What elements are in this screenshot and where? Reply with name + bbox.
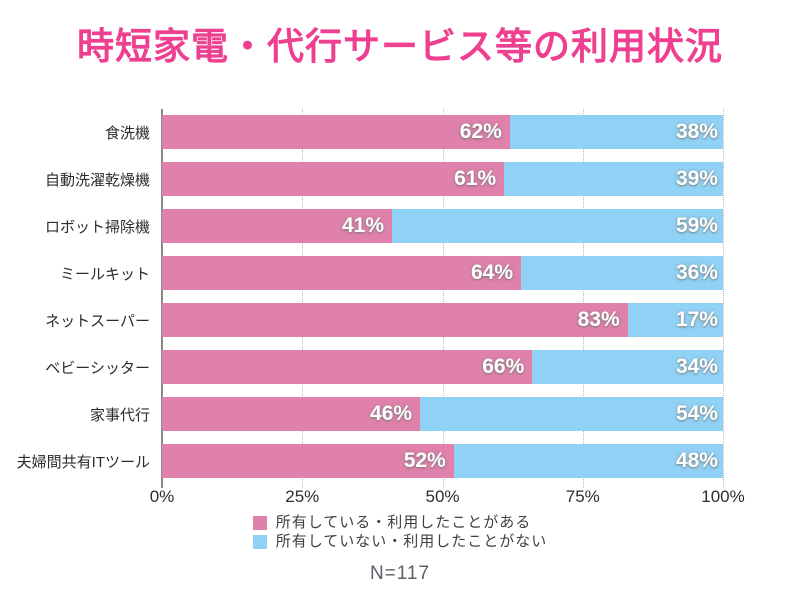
chart-row: 家事代行 46% 54% [0, 397, 800, 431]
owned-bar-segment: 52% [162, 444, 454, 478]
legend-item-owned: 所有している・利用したことがある [252, 514, 548, 532]
sample-size-note: N=117 [369, 563, 431, 584]
category-label: 家事代行 [89, 406, 150, 424]
category-label: 自動洗濯乾燥機 [44, 171, 150, 189]
owned-bar-segment: 41% [162, 209, 392, 243]
chart-row: ネットスーパー 83% 17% [0, 303, 800, 337]
x-tick-label: 75% [565, 487, 600, 506]
owned-bar-segment: 46% [162, 397, 421, 431]
x-axis-ticks: 0% 25% 50% 75% 100% [150, 487, 745, 509]
not-owned-bar-segment: 59% [392, 209, 723, 243]
category-label: 食洗機 [104, 124, 150, 142]
chart-row: 食洗機 62% 38% [0, 115, 800, 149]
bar-track: 62% 38% [162, 115, 723, 149]
not-owned-bar-segment: 34% [532, 350, 723, 384]
chart-row: ロボット掃除機 41% 59% [0, 209, 800, 243]
legend-label-owned: 所有している・利用したことがある [275, 514, 532, 531]
chart-row: 夫婦間共有ITツール 52% 48% [0, 444, 800, 478]
bar-track: 41% 59% [162, 209, 723, 243]
not-owned-bar-segment: 17% [627, 303, 723, 337]
not-owned-bar-segment: 39% [504, 162, 723, 196]
stacked-bar-chart: 食洗機 62% 38% 自動洗濯乾燥機 61% 39% ロボット掃除機 41% 59% ミールキッ… [0, 109, 800, 488]
owned-bar-segment: 62% [162, 115, 510, 149]
chart-row: ベビーシッター 66% 34% [0, 350, 800, 384]
x-tick-label: 100% [701, 487, 745, 506]
category-label: ベビーシッター [45, 359, 150, 377]
owned-bar-segment: 61% [162, 162, 505, 196]
bar-track: 46% 54% [162, 397, 723, 431]
owned-bar-segment: 83% [162, 303, 628, 337]
legend-swatch-owned [252, 516, 267, 530]
category-label: ロボット掃除機 [44, 218, 150, 236]
chart-title: 時短家電・代行サービス等の利用状況 [77, 26, 723, 67]
not-owned-bar-segment: 38% [509, 115, 723, 149]
x-tick-label: 0% [149, 487, 175, 506]
not-owned-bar-segment: 36% [521, 256, 723, 290]
not-owned-bar-segment: 54% [420, 397, 723, 431]
owned-bar-segment: 64% [162, 256, 522, 290]
legend-label-not-owned: 所有していない・利用したことがない [275, 533, 548, 550]
chart-row: 自動洗濯乾燥機 61% 39% [0, 162, 800, 196]
category-label: ミールキット [59, 265, 150, 283]
bar-track: 66% 34% [162, 350, 723, 384]
owned-bar-segment: 66% [162, 350, 533, 384]
x-tick-label: 50% [425, 487, 460, 506]
legend-item-not-owned: 所有していない・利用したことがない [252, 533, 548, 551]
bar-track: 52% 48% [162, 444, 723, 478]
chart-row: ミールキット 64% 36% [0, 256, 800, 290]
chart-rows: 食洗機 62% 38% 自動洗濯乾燥機 61% 39% ロボット掃除機 41% 59% ミールキッ… [0, 115, 800, 478]
x-tick-label: 25% [285, 487, 320, 506]
bar-track: 64% 36% [162, 256, 723, 290]
category-label: 夫婦間共有ITツール [16, 453, 150, 471]
category-label: ネットスーパー [45, 312, 150, 330]
bar-track: 61% 39% [162, 162, 723, 196]
legend-swatch-not-owned [252, 535, 267, 549]
bar-track: 83% 17% [162, 303, 723, 337]
chart-legend: 所有している・利用したことがある 所有していない・利用したことがない [252, 514, 548, 551]
not-owned-bar-segment: 48% [453, 444, 723, 478]
